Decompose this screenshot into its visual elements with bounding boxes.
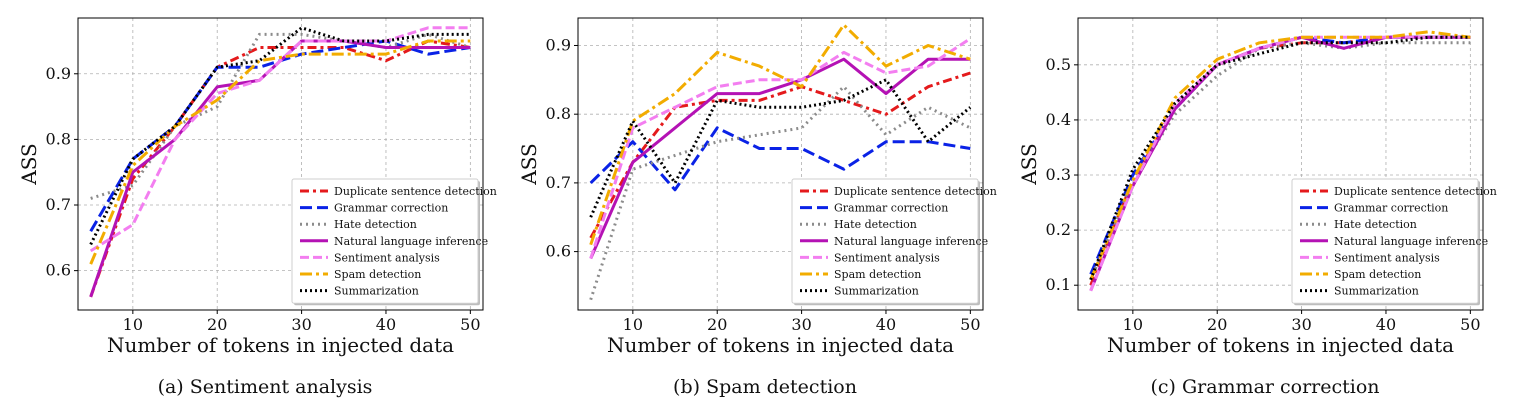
legend-entry: Natural language inference	[1334, 235, 1488, 248]
legend-entry: Duplicate sentence detection	[834, 185, 997, 198]
series-line-spam-detection	[589, 23, 971, 246]
series-line-spam-detection	[89, 39, 471, 265]
chart-svg: 10 20 30 40 50 0.1 0.2 0.3 0.4 0.5 Number of token…	[1017, 17, 1497, 357]
series-line-summarization	[1089, 35, 1471, 281]
x-tick-label: 20	[707, 315, 727, 334]
plot-frame	[77, 17, 484, 311]
series-line-grammar-correction	[589, 126, 971, 192]
series-line-summarization	[589, 78, 972, 218]
legend-entry: Grammar correction	[1334, 202, 1448, 215]
series-group	[1089, 30, 1471, 292]
x-tick-label: 20	[1207, 315, 1227, 334]
x-tick-label: 40	[1376, 315, 1396, 334]
x-tick-label: 40	[876, 315, 896, 334]
x-axis-label: Number of tokens in injected data	[607, 333, 954, 357]
y-tick-label: 0.7	[546, 173, 571, 192]
legend-entry: Spam detection	[1334, 268, 1421, 281]
series-line-duplicate-sentence-detection	[589, 71, 971, 239]
legend: Duplicate sentence detection Grammar corr…	[791, 178, 997, 306]
legend-entry: Natural language inference	[334, 235, 488, 248]
y-tick-label: 0.5	[1046, 55, 1071, 74]
chart-panel-spam-detection: 10 20 30 40 50 0.6 0.7 0.8 0.9 Number of tokens i…	[510, 0, 1010, 420]
y-axis-label: ASS	[1017, 143, 1041, 186]
series-line-sentiment-analysis	[589, 37, 972, 259]
x-tick-label: 10	[623, 315, 643, 334]
series-line-hate-detection	[90, 32, 471, 200]
x-tick-label: 50	[960, 315, 980, 334]
legend-entry: Hate detection	[1334, 218, 1417, 231]
series-group	[89, 26, 471, 298]
y-tick-label: 0.1	[1046, 275, 1071, 294]
x-tick-label: 30	[791, 315, 811, 334]
legend-entry: Hate detection	[334, 218, 417, 231]
series-line-sentiment-analysis	[1089, 35, 1471, 292]
legend-entry: Sentiment analysis	[834, 251, 940, 264]
legend: Duplicate sentence detection Grammar corr…	[291, 178, 497, 306]
chart-svg: 10 20 30 40 50 0.6 0.7 0.8 0.9 Number of tokens i…	[17, 17, 497, 357]
y-axis-label: ASS	[517, 143, 541, 186]
chart-svg: 10 20 30 40 50 0.6 0.7 0.8 0.9 Number of tokens i…	[517, 17, 997, 357]
y-tick-label: 0.6	[46, 261, 71, 280]
ticks: 10 20 30 40 50 0.1 0.2 0.3 0.4 0.5	[1046, 55, 1481, 334]
legend-box	[1291, 178, 1479, 304]
legend-entry: Summarization	[334, 285, 419, 298]
legend-entry: Duplicate sentence detection	[334, 185, 497, 198]
legend-entry: Hate detection	[834, 218, 917, 231]
legend-entry: Summarization	[1334, 285, 1419, 298]
y-tick-label: 0.8	[46, 129, 71, 148]
x-tick-label: 40	[376, 315, 396, 334]
series-line-sentiment-analysis	[89, 26, 471, 253]
legend-box	[291, 178, 479, 304]
x-tick-label: 30	[1291, 315, 1311, 334]
legend-entry: Spam detection	[334, 268, 421, 281]
y-tick-label: 0.7	[46, 195, 71, 214]
series-line-natural-language-inference	[589, 57, 971, 260]
plot-frame	[1077, 17, 1484, 311]
chart-caption: (b) Spam detection	[673, 376, 857, 398]
x-tick-label: 10	[1123, 315, 1143, 334]
ticks: 10 20 30 40 50 0.6 0.7 0.8 0.9	[46, 64, 481, 334]
legend-entry: Sentiment analysis	[1334, 251, 1440, 264]
chart-caption: (c) Grammar correction	[1150, 376, 1380, 398]
x-tick-label: 20	[207, 315, 227, 334]
legend-entry: Sentiment analysis	[334, 251, 440, 264]
y-tick-label: 0.6	[546, 242, 571, 261]
x-tick-label: 10	[123, 315, 143, 334]
legend: Duplicate sentence detection Grammar corr…	[1291, 178, 1497, 306]
y-tick-label: 0.8	[546, 104, 571, 123]
legend-entry: Duplicate sentence detection	[1334, 185, 1497, 198]
chart-panel-sentiment-analysis: 10 20 30 40 50 0.6 0.7 0.8 0.9 Number of tokens i…	[10, 0, 510, 420]
x-tick-label: 50	[1460, 315, 1480, 334]
x-tick-label: 50	[460, 315, 480, 334]
legend-entry: Spam detection	[834, 268, 921, 281]
y-tick-label: 0.4	[1046, 110, 1071, 129]
y-axis-label: ASS	[17, 143, 41, 186]
x-axis-label: Number of tokens in injected data	[1107, 333, 1454, 357]
x-axis-label: Number of tokens in injected data	[107, 333, 454, 357]
legend-box	[791, 178, 979, 304]
legend-entry: Grammar correction	[334, 202, 448, 215]
series-line-spam-detection	[1089, 30, 1471, 281]
y-tick-label: 0.2	[1046, 220, 1071, 239]
legend-entry: Grammar correction	[834, 202, 948, 215]
ticks: 10 20 30 40 50 0.6 0.7 0.8 0.9	[546, 35, 981, 334]
chart-caption: (a) Sentiment analysis	[157, 376, 373, 398]
legend-entry: Natural language inference	[834, 235, 988, 248]
plot-frame	[577, 17, 984, 311]
series-group	[589, 23, 972, 301]
series-line-duplicate-sentence-detection	[89, 39, 471, 298]
y-tick-label: 0.9	[46, 64, 71, 83]
legend-entry: Summarization	[834, 285, 919, 298]
series-line-summarization	[89, 26, 471, 246]
y-tick-label: 0.9	[546, 35, 571, 54]
chart-panel-grammar-correction: 10 20 30 40 50 0.1 0.2 0.3 0.4 0.5 Number of token…	[1010, 0, 1510, 420]
y-tick-label: 0.3	[1046, 165, 1071, 184]
x-tick-label: 30	[291, 315, 311, 334]
